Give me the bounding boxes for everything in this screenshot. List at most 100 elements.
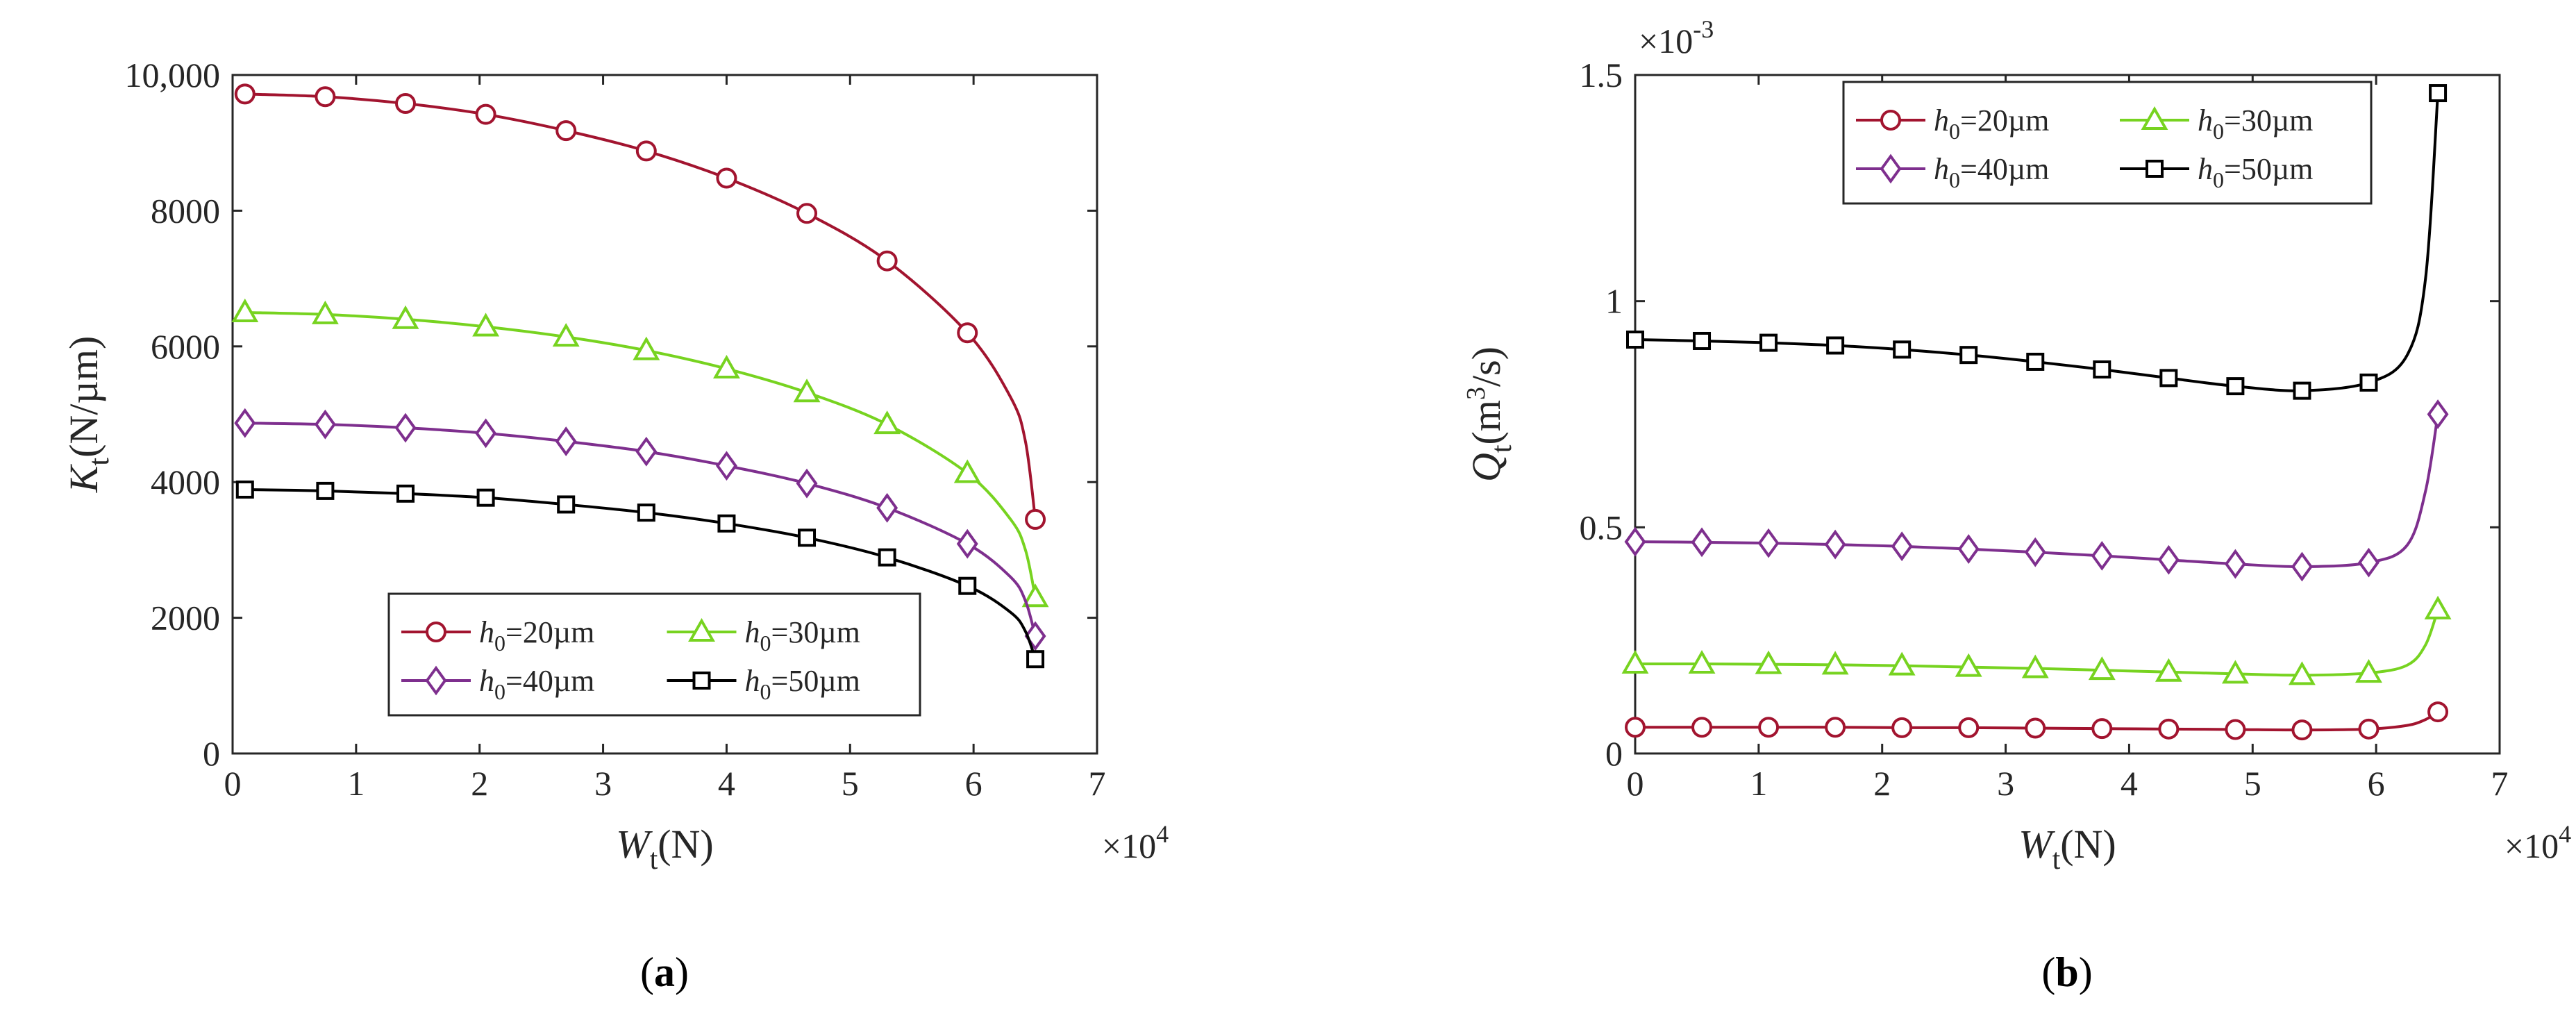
data-point xyxy=(1626,331,1644,349)
panel-b-chart: 0 1 2 3 4 5 6 700.511.5×104×10-3Wt(N)Qt(m3/s)h0… xyxy=(1462,15,2571,995)
x-tick-label: 2 xyxy=(1873,764,1891,803)
legend-box xyxy=(387,592,921,717)
data-point xyxy=(2427,399,2449,429)
data-point xyxy=(958,576,977,595)
legend-swatch-marker xyxy=(692,672,711,690)
data-point xyxy=(2424,595,2452,619)
x-tick-label: 7 xyxy=(1089,764,1106,803)
legend-label-rest: =20µm xyxy=(1960,103,2049,138)
data-point xyxy=(1693,331,1712,350)
data-point xyxy=(2088,656,2116,681)
data-point xyxy=(637,503,655,522)
y-axis-label: Qt(m3/s) xyxy=(1462,347,1518,482)
y-axis-label-unit-sup: 3 xyxy=(1462,387,1491,400)
data-point xyxy=(472,312,500,337)
data-point xyxy=(2291,551,2313,582)
y-tick-label: 4000 xyxy=(151,462,220,501)
legend-item: h0=20µm xyxy=(1856,103,2049,144)
series-line xyxy=(1634,92,2440,392)
data-point xyxy=(2288,661,2316,685)
data-point xyxy=(1957,534,1980,565)
legend-item: h0=30µm xyxy=(667,615,860,656)
y-axis-label-sub: t xyxy=(83,458,115,466)
data-point xyxy=(633,336,660,360)
y-tick-label: 0.5 xyxy=(1580,508,1623,547)
data-point xyxy=(2024,537,2046,567)
y-axis-label-main: Q xyxy=(1464,453,1509,482)
legend-label: h0=40µm xyxy=(1934,152,2049,192)
x-axis-label-unit: (N) xyxy=(2060,822,2116,867)
x-tick-label: 6 xyxy=(965,764,982,803)
data-point xyxy=(1824,529,1846,560)
data-point xyxy=(555,120,577,142)
legend-item: h0=50µm xyxy=(667,664,860,704)
x-tick-label: 5 xyxy=(842,764,859,803)
caption-letter: a xyxy=(654,949,675,995)
legend-label-sub: 0 xyxy=(760,631,771,656)
data-point xyxy=(392,305,419,329)
data-point xyxy=(555,426,577,456)
data-point xyxy=(1025,508,1046,530)
data-point xyxy=(876,492,898,523)
legend-swatch-marker xyxy=(1880,153,1902,184)
x-multiplier: ×104 xyxy=(2504,820,2571,865)
legend-label: h0=20µm xyxy=(1934,103,2049,144)
caption-letter: b xyxy=(2055,949,2078,995)
legend-label-rest: =30µm xyxy=(771,615,860,649)
data-point xyxy=(796,203,818,224)
y-multiplier: ×10-3 xyxy=(1639,15,1714,60)
data-point xyxy=(234,83,256,105)
data-point xyxy=(1888,651,1916,676)
data-point xyxy=(1893,340,1912,359)
series-line xyxy=(1634,609,2439,677)
series-square xyxy=(235,480,1045,669)
legend-label-main: h xyxy=(1934,152,1949,186)
panel-a-chart: 0 1 2 3 4 5 6 70200040006000800010,000×104Wt(N)… xyxy=(61,56,1169,995)
data-point xyxy=(798,528,817,547)
data-point xyxy=(1755,650,1782,674)
data-point xyxy=(1624,526,1646,557)
legend-swatch-marker xyxy=(2141,106,2168,130)
data-point xyxy=(1891,717,1913,738)
data-point xyxy=(1955,653,1982,677)
legend-label-main: h xyxy=(479,615,494,649)
data-point xyxy=(1758,717,1780,738)
data-point xyxy=(2429,84,2448,103)
data-point xyxy=(395,93,416,115)
data-point xyxy=(2226,377,2245,396)
data-point xyxy=(717,514,736,533)
data-point xyxy=(1757,528,1780,558)
x-multiplier: ×104 xyxy=(1102,820,1169,865)
legend-label-rest: =40µm xyxy=(505,664,594,698)
x-tick-label: 1 xyxy=(347,764,365,803)
x-axis-label-sub: t xyxy=(650,844,658,876)
data-point xyxy=(2355,659,2382,683)
x-tick-label: 2 xyxy=(471,764,488,803)
series-square xyxy=(1626,84,2448,400)
data-point xyxy=(396,484,415,503)
caption-close: ) xyxy=(2079,949,2093,995)
data-point xyxy=(315,86,336,108)
y-axis-label-sub: t xyxy=(1486,444,1518,453)
legend-label-sub: 0 xyxy=(2213,167,2224,192)
legend-swatch-marker xyxy=(1880,110,1901,131)
data-point xyxy=(873,410,901,435)
data-point xyxy=(712,355,740,379)
y-axis-label: Kt(N/µm) xyxy=(61,336,115,494)
legend-label: h0=20µm xyxy=(479,615,594,656)
x-tick-label: 6 xyxy=(2368,764,2385,803)
data-point xyxy=(557,495,576,514)
legend-swatch-marker xyxy=(688,617,715,642)
legend-label-sub: 0 xyxy=(494,631,505,656)
data-point xyxy=(2091,718,2113,740)
series-triangle xyxy=(231,298,1049,608)
legend-label: h0=40µm xyxy=(479,664,594,704)
legend-item: h0=30µm xyxy=(2120,103,2313,144)
legend-label-rest: =20µm xyxy=(505,615,594,649)
data-point xyxy=(957,322,978,344)
data-point xyxy=(1821,651,1849,675)
legend-label-main: h xyxy=(2198,103,2213,138)
data-point xyxy=(476,488,495,507)
